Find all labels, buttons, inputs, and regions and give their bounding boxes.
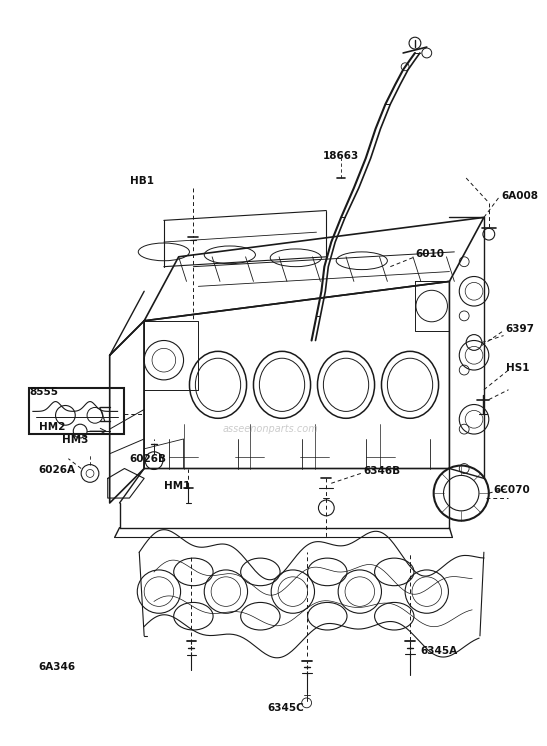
Text: 6C070: 6C070 bbox=[494, 485, 531, 495]
Text: 6026A: 6026A bbox=[39, 466, 76, 475]
Text: 6010: 6010 bbox=[415, 249, 444, 259]
Text: 6026B: 6026B bbox=[130, 454, 166, 464]
Text: 6A008: 6A008 bbox=[502, 191, 539, 201]
Text: HM2: HM2 bbox=[39, 422, 65, 432]
Text: 6345C: 6345C bbox=[267, 703, 304, 712]
Text: HB1: HB1 bbox=[130, 176, 154, 186]
Text: 6345A: 6345A bbox=[420, 646, 457, 656]
Text: HM3: HM3 bbox=[62, 435, 89, 445]
Text: 18663: 18663 bbox=[323, 151, 359, 161]
Text: 6397: 6397 bbox=[505, 324, 534, 333]
Text: asseenonparts.com: asseenonparts.com bbox=[222, 424, 318, 434]
Text: 6A346: 6A346 bbox=[39, 662, 76, 672]
Text: 8555: 8555 bbox=[29, 386, 58, 397]
Bar bbox=[29, 388, 125, 434]
Text: HM1: HM1 bbox=[164, 481, 190, 491]
Text: HS1: HS1 bbox=[505, 363, 529, 373]
Text: 6346B: 6346B bbox=[364, 466, 401, 477]
